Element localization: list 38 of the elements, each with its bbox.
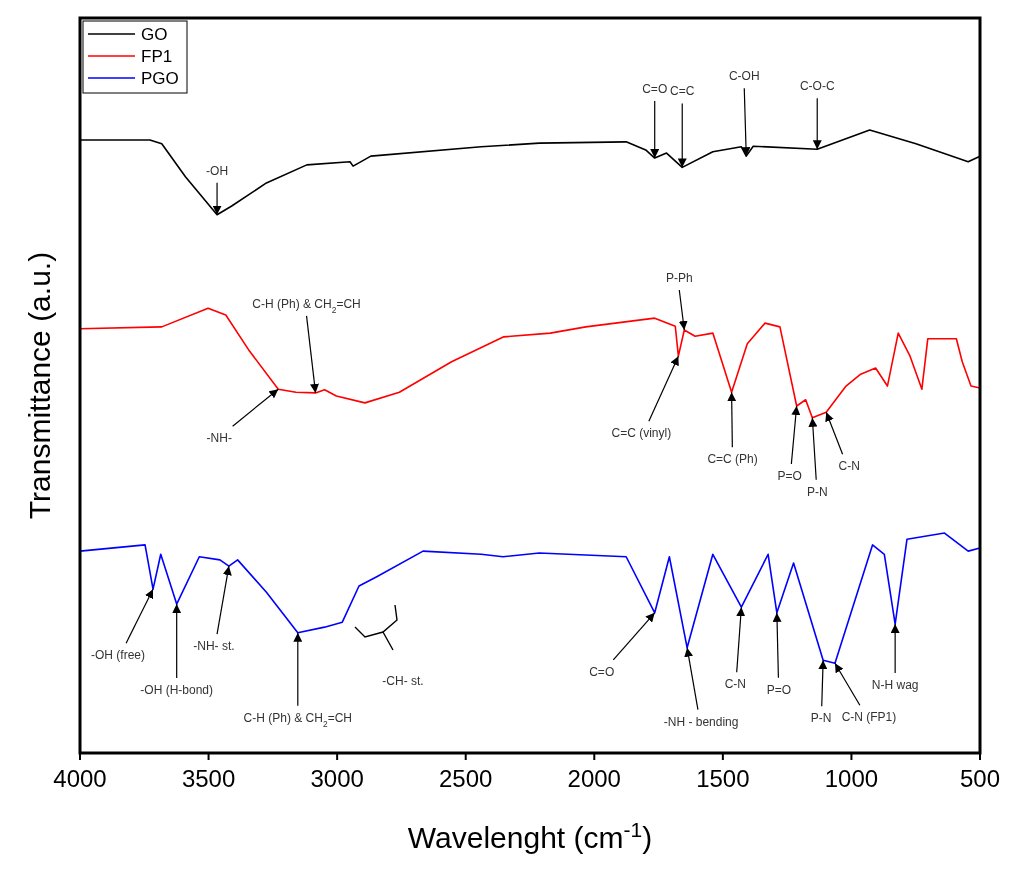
legend-label: PGO	[141, 69, 179, 88]
annotation: -CH- st.	[382, 674, 424, 688]
annotation: C=C (Ph)	[707, 452, 758, 467]
x-tick-label: 3000	[310, 765, 364, 792]
annotation: C=O	[642, 82, 668, 97]
annotation: C-H (Ph) & CH$_{2}$=CH	[252, 296, 361, 315]
annotation: C-N	[724, 677, 747, 692]
annotation: -NH- st.	[193, 639, 235, 654]
legend-label: FP1	[141, 47, 173, 66]
x-tick-label: 2000	[567, 765, 621, 792]
annotation: -OH (H-bond)	[140, 683, 214, 698]
annotation: C-N	[838, 459, 860, 474]
annotation: P-Ph	[665, 270, 693, 285]
x-tick-label: 500	[959, 765, 1001, 792]
x-axis-title: Wavelenght (cm$^{-1}$)	[407, 817, 653, 854]
annotation: P-N	[807, 484, 828, 499]
annotation: P-N	[810, 711, 832, 726]
annotation: C=O	[589, 664, 615, 679]
annotation: C-N (FP1)	[841, 710, 897, 725]
y-axis-title: Transmittance (a.u.)	[23, 251, 56, 520]
x-tick-label: 1500	[696, 765, 750, 792]
annotation: -NH-	[206, 431, 232, 446]
annotation: P=O	[766, 682, 792, 697]
annotation: -OH	[206, 163, 229, 178]
annotation: C-O-C	[799, 79, 835, 94]
x-tick-label: 4000	[53, 765, 107, 792]
annotation: C-H (Ph) & CH$_{2}$=CH	[243, 710, 352, 729]
x-tick-label: 2500	[439, 765, 493, 792]
x-tick-label: 3500	[181, 765, 236, 792]
annotation: P=O	[777, 468, 802, 483]
x-tick-label: 1000	[824, 765, 879, 792]
legend-label: GO	[141, 25, 168, 44]
annotation: C=C	[670, 84, 695, 99]
annotation: -OH (free)	[91, 648, 146, 663]
annotation: -NH - bending	[663, 714, 739, 729]
annotation: C=C (vinyl)	[611, 426, 672, 441]
annotation: N-H wag	[871, 678, 919, 693]
annotation: C-OH	[728, 69, 760, 84]
